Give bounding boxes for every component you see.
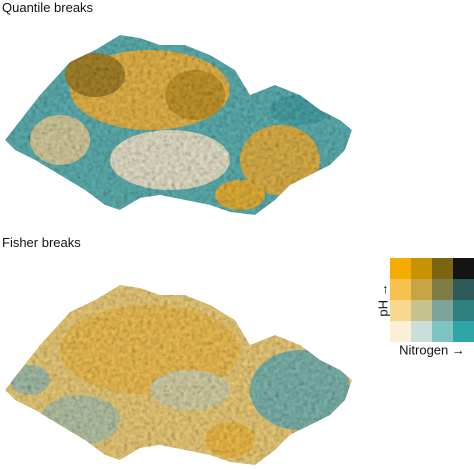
legend-x-label: Nitrogen → xyxy=(399,342,465,357)
legend-cell xyxy=(453,279,474,300)
map-fisher xyxy=(5,285,352,465)
legend-cell xyxy=(390,321,411,342)
bivariate-legend: pH → Nitrogen → xyxy=(375,258,474,357)
legend-cell xyxy=(390,279,411,300)
legend-cell xyxy=(453,300,474,321)
legend-cell xyxy=(390,258,411,279)
legend-cell xyxy=(411,321,432,342)
legend-cell xyxy=(432,300,453,321)
legend-cell xyxy=(453,258,474,279)
legend-cell xyxy=(390,300,411,321)
panel-title: Fisher breaks xyxy=(2,235,81,250)
legend-cell xyxy=(411,300,432,321)
legend-y-label: pH → xyxy=(375,283,390,316)
legend-cell xyxy=(432,321,453,342)
legend-cell xyxy=(432,258,453,279)
legend-cell xyxy=(432,279,453,300)
panel-title: Quantile breaks xyxy=(2,0,94,15)
legend-cell xyxy=(453,321,474,342)
legend-cell xyxy=(411,258,432,279)
map-quantile xyxy=(5,35,352,215)
legend-cell xyxy=(411,279,432,300)
